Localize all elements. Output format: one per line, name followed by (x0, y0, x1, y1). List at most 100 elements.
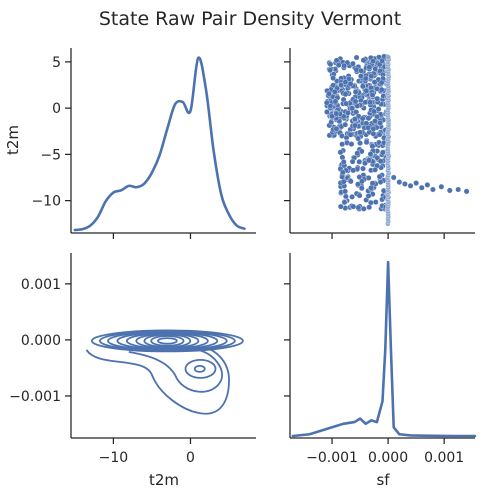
scatter-point-352 (333, 125, 340, 132)
scatter-point-211 (338, 82, 344, 88)
contour-ring-1 (150, 335, 185, 347)
tl-ytick-label-0: 5 (52, 55, 61, 71)
scatter-point-321 (342, 91, 349, 98)
scatter-points (323, 53, 470, 227)
scatter-point-355 (347, 80, 354, 87)
bl-ytick-label-2: −0.001 (9, 389, 61, 405)
scatter-point-326 (343, 100, 350, 107)
scatter-point-407 (355, 181, 361, 188)
scatter-point-345 (352, 122, 358, 129)
scatter-point-256 (349, 105, 356, 112)
scatter-point-642 (402, 181, 408, 187)
scatter-point-523 (367, 151, 374, 157)
scatter-point-292 (370, 58, 376, 65)
scatter-point-216 (350, 60, 356, 67)
scatter-point-520 (350, 203, 357, 210)
scatter-point-545 (324, 109, 330, 115)
tl-ytick-label-2: −5 (40, 147, 61, 163)
scatter-point-477 (377, 179, 384, 185)
scatter-point-447 (360, 165, 366, 172)
scatter-point-330 (362, 75, 369, 82)
scatter-point-478 (343, 193, 349, 200)
scatter-point-518 (348, 141, 355, 147)
scatter-point-232 (377, 120, 383, 126)
scatter-point-567 (332, 98, 339, 105)
scatter-point-488 (377, 158, 384, 165)
contour-ring-0 (157, 337, 178, 345)
scatter-point-343 (351, 116, 358, 122)
scatter-point-512 (365, 157, 372, 164)
scatter-point-331 (335, 62, 342, 69)
scatter-point-406 (349, 193, 355, 200)
contour-mid-lobe (128, 349, 223, 393)
scatter-point-508 (337, 149, 344, 156)
scatter-point-225 (341, 62, 348, 69)
scatter-point-361 (365, 175, 372, 181)
sf-kde-curve (291, 260, 477, 438)
scatter-point-205 (330, 75, 336, 81)
scatter-point-306 (353, 66, 360, 73)
scatter-point-278 (372, 118, 378, 124)
scatter-point-569 (326, 90, 332, 97)
scatter-point-446 (340, 178, 347, 185)
scatter-point-471 (376, 131, 383, 138)
scatter-point-500 (365, 193, 372, 199)
scatter-point-299 (362, 99, 369, 106)
bl-ytick-label-1: 0.000 (21, 333, 61, 349)
scatter-point-165 (374, 85, 380, 92)
scatter-point-515 (342, 188, 349, 195)
scatter-point-648 (438, 183, 445, 190)
scatter-point-333 (367, 99, 374, 106)
scatter-point-519 (357, 129, 363, 136)
scatter-point-386 (356, 174, 363, 180)
scatter-point-287 (359, 115, 366, 122)
scatter-point-568 (333, 110, 340, 117)
scatter-point-525 (379, 149, 386, 156)
scatter-point-234 (374, 95, 381, 102)
bl-xtick-label-0: −10 (99, 450, 129, 466)
scatter-point-649 (446, 187, 453, 194)
contour-outer-lobe (85, 347, 230, 415)
contour-ring-8 (90, 329, 244, 353)
scatter-point-358 (366, 64, 373, 71)
scatter-point-646 (424, 182, 431, 188)
scatter-point-441 (337, 203, 344, 210)
scatter-point-507 (369, 143, 376, 150)
scatter-point-416 (358, 185, 365, 192)
scatter-point-187 (333, 57, 340, 64)
panel-sf-vs-t2m-scatter (284, 48, 475, 239)
scatter-point-325 (370, 126, 377, 132)
scatter-point-357 (368, 73, 375, 80)
bl-xtick-label-1: 0 (186, 450, 195, 466)
scatter-point-521 (376, 173, 383, 180)
scatter-point-111 (340, 96, 347, 103)
scatter-point-348 (378, 79, 385, 86)
scatter-point-524 (369, 180, 376, 187)
scatter-point-297 (372, 66, 379, 72)
scatter-point-314 (371, 108, 377, 115)
scatter-point-492 (341, 199, 348, 206)
scatter-point-639 (385, 54, 391, 60)
scatter-point-650 (455, 186, 462, 193)
scatter-point-645 (418, 184, 425, 191)
x-axis-label-t2m: t2m (149, 471, 179, 489)
scatter-point-522 (355, 135, 362, 142)
panel-t2m-sf-contour: 0.001 0.000 −0.001 −10 0 (9, 253, 256, 466)
scatter-point-476 (356, 158, 363, 165)
scatter-point-504 (347, 178, 354, 185)
scatter-point-448 (362, 160, 368, 167)
scatter-point-498 (372, 166, 378, 173)
scatter-point-280 (360, 57, 367, 64)
scatter-point-338 (375, 106, 382, 112)
scatter-point-300 (345, 109, 351, 116)
br-xtick-label-2: 0.001 (424, 450, 464, 466)
scatter-point-527 (339, 169, 346, 176)
scatter-point-378 (363, 139, 370, 146)
contour-inner-peak (193, 364, 206, 373)
scatter-point-651 (463, 188, 470, 195)
contour-lines (85, 329, 244, 415)
scatter-point-484 (359, 178, 365, 185)
scatter-point-644 (413, 180, 420, 186)
br-xtick-label-0: −0.001 (306, 450, 358, 466)
